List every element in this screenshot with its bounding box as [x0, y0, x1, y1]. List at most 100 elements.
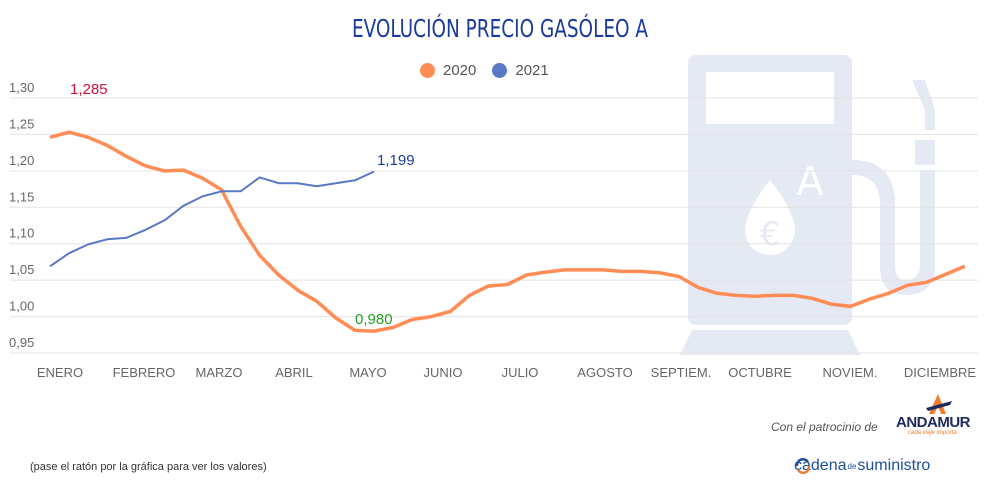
data-point-2020	[714, 290, 720, 296]
andamur-a-icon	[926, 394, 952, 414]
data-point-2020	[581, 267, 587, 273]
data-label-annotation: 1,199	[377, 152, 415, 169]
x-tick-label: JULIO	[502, 365, 539, 380]
data-point-2020	[828, 301, 834, 307]
svg-text:€: €	[760, 215, 780, 253]
data-label-annotation: 0,980	[355, 311, 393, 328]
legend-marker-2021	[492, 63, 508, 78]
data-point-2021	[295, 180, 301, 186]
y-tick-label: 0,95	[9, 335, 34, 350]
data-point-2020	[485, 283, 491, 289]
brand-suministro: suministro	[857, 457, 931, 474]
y-tick-label: 1,10	[9, 226, 34, 241]
data-point-2020	[85, 134, 91, 140]
data-point-2021	[352, 177, 358, 183]
data-point-2020	[924, 279, 930, 285]
data-label-annotation: 1,285	[70, 81, 108, 98]
data-point-2020	[314, 298, 320, 304]
x-tick-label: JUNIO	[424, 365, 463, 380]
data-point-2020	[238, 223, 244, 229]
x-tick-label: FEBRERO	[113, 365, 176, 380]
sponsor-text: Con el patrocinio de	[771, 420, 878, 434]
hover-hint: (pase el ratón por la gráfica para ver l…	[30, 461, 267, 473]
data-point-2020	[371, 328, 377, 334]
data-point-2021	[238, 188, 244, 194]
data-point-2021	[104, 236, 110, 242]
data-point-2021	[371, 169, 377, 175]
data-point-2020	[638, 268, 644, 274]
x-tick-label: NOVIEM.	[823, 365, 878, 380]
data-point-2021	[314, 183, 320, 189]
legend-label-2020: 2020	[443, 62, 477, 79]
x-tick-label: MARZO	[196, 365, 243, 380]
x-tick-label: OCTUBRE	[728, 365, 792, 380]
y-tick-label: 1,25	[9, 116, 34, 131]
data-point-2020	[733, 292, 739, 298]
data-point-2020	[257, 252, 263, 258]
data-point-2020	[466, 292, 472, 298]
data-point-2020	[447, 308, 453, 314]
x-tick-label: AGOSTO	[577, 365, 632, 380]
data-point-2020	[276, 272, 282, 278]
data-point-2020	[47, 134, 53, 140]
y-tick-label: 1,20	[9, 153, 34, 168]
legend: 2020 2021	[420, 62, 565, 79]
data-point-2020	[66, 129, 72, 135]
series-line-2021	[49, 170, 375, 268]
data-point-2020	[524, 272, 530, 278]
data-point-2021	[257, 174, 263, 180]
data-point-2021	[161, 217, 167, 223]
legend-item-2021[interactable]: 2021	[492, 62, 549, 79]
data-point-2020	[543, 269, 549, 275]
data-point-2021	[123, 235, 129, 241]
data-point-2021	[180, 203, 186, 209]
data-point-2021	[276, 180, 282, 186]
data-point-2020	[676, 274, 682, 280]
data-point-2020	[562, 267, 568, 273]
data-point-2020	[695, 284, 701, 290]
data-point-2020	[295, 287, 301, 293]
chart-title: EVOLUCIÓN PRECIO GASÓLEO A	[352, 14, 648, 43]
andamur-name: ANDAMUR	[896, 414, 971, 431]
data-point-2020	[962, 263, 968, 269]
data-point-2020	[504, 282, 510, 288]
series-line-2020	[49, 130, 966, 333]
data-point-2020	[943, 271, 949, 277]
data-point-2020	[771, 292, 777, 298]
y-tick-label: 1,15	[9, 189, 34, 204]
data-point-2020	[790, 292, 796, 298]
legend-label-2021: 2021	[515, 62, 549, 79]
andamur-logo[interactable]: ANDAMUR cada viaje importa	[896, 392, 980, 442]
data-point-2020	[161, 168, 167, 174]
data-point-2020	[867, 296, 873, 302]
x-tick-label: SEPTIEM.	[651, 365, 712, 380]
data-point-2020	[333, 315, 339, 321]
data-point-2020	[657, 270, 663, 276]
cadena-suministro-logo[interactable]: cadena de suministro	[794, 457, 930, 475]
legend-item-2020[interactable]: 2020	[420, 62, 476, 79]
fuel-pump-icon: € A	[680, 55, 935, 355]
data-point-2021	[333, 180, 339, 186]
data-point-2021	[47, 263, 53, 269]
y-tick-label: 1,30	[9, 80, 34, 95]
x-tick-label: ABRIL	[275, 365, 313, 380]
svg-text:A: A	[796, 159, 824, 205]
data-point-2020	[409, 316, 415, 322]
data-point-2020	[180, 167, 186, 173]
data-point-2020	[199, 175, 205, 181]
data-point-2021	[66, 250, 72, 256]
data-point-2020	[600, 267, 606, 273]
data-point-2020	[619, 268, 625, 274]
data-point-2020	[142, 163, 148, 169]
x-tick-label: MAYO	[349, 365, 386, 380]
andamur-tagline: cada viaje importa	[908, 430, 957, 436]
data-point-2020	[848, 303, 854, 309]
data-point-2021	[219, 188, 225, 194]
data-point-2021	[142, 227, 148, 233]
data-point-2020	[905, 282, 911, 288]
data-point-2020	[809, 295, 815, 301]
data-point-2020	[352, 327, 358, 333]
x-tick-label: DICIEMBRE	[904, 365, 977, 380]
